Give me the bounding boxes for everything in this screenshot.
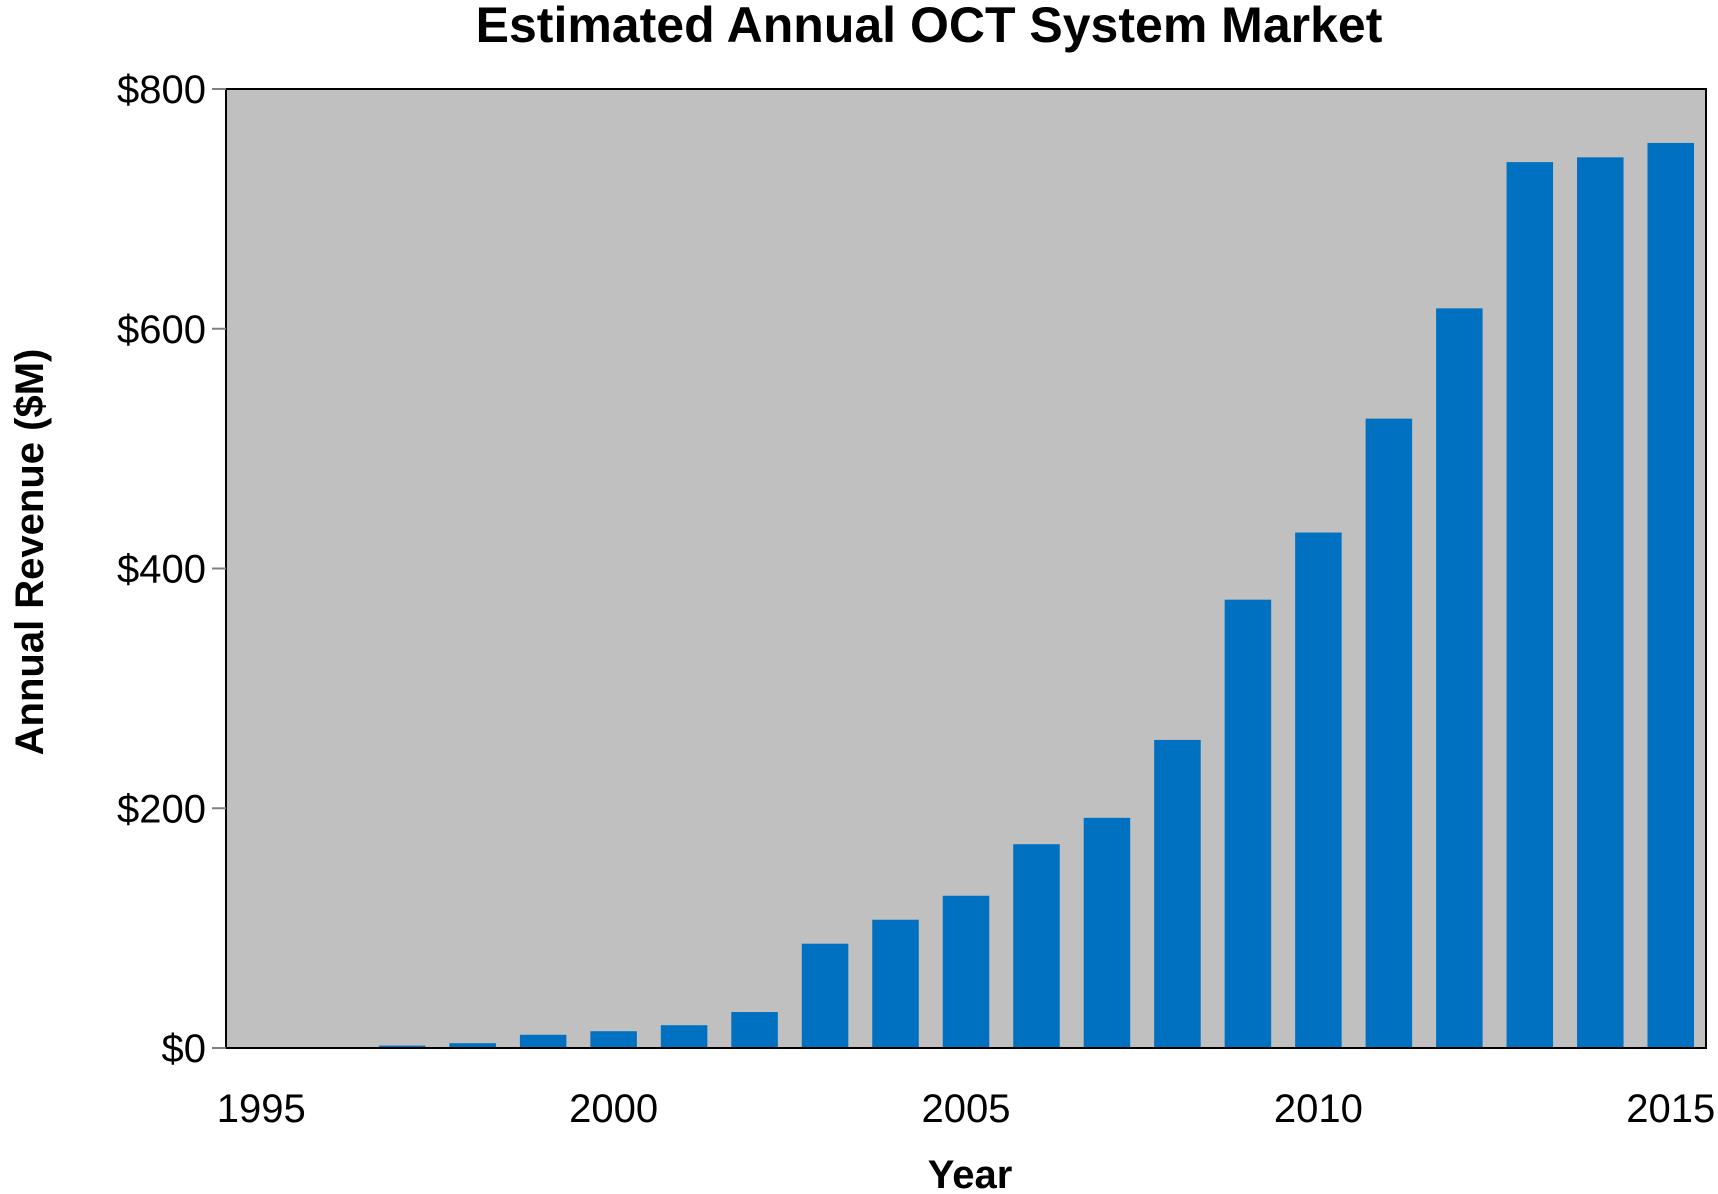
bars-group [378, 142, 1695, 1049]
bar-2005 [942, 895, 990, 1048]
bar-2001 [660, 1025, 708, 1048]
y-tick-label: $400 [117, 548, 206, 592]
bar-2011 [1365, 418, 1413, 1048]
y-tick-label: $0 [162, 1027, 207, 1071]
bar-2007 [1083, 817, 1131, 1048]
bar-2002 [731, 1012, 778, 1048]
x-tick-label: 2015 [1626, 1087, 1715, 1131]
x-ticks-group: 1995 2000 2005 2010 2015 [217, 1087, 1716, 1131]
bar-1998 [449, 1043, 496, 1048]
bar-2008 [1154, 739, 1201, 1048]
x-tick-label: 2005 [922, 1087, 1011, 1131]
y-tick-label: $200 [117, 787, 206, 831]
bar-2006 [1013, 844, 1060, 1048]
bar-2015 [1647, 142, 1695, 1049]
bar-2013 [1506, 162, 1554, 1048]
y-tick-label: $800 [117, 68, 206, 112]
bar-1999 [519, 1034, 567, 1048]
x-tick-label: 1995 [217, 1087, 306, 1131]
bar-2009 [1224, 599, 1272, 1048]
bar-2000 [590, 1031, 637, 1048]
bar-2012 [1436, 308, 1483, 1049]
bar-2004 [872, 919, 919, 1048]
bar-2014 [1577, 157, 1624, 1049]
bar-2003 [801, 943, 849, 1048]
chart-title: Estimated Annual OCT System Market [476, 0, 1383, 53]
x-tick-label: 2010 [1274, 1087, 1363, 1131]
y-axis-label: Annual Revenue ($M) [8, 349, 52, 756]
y-tick-label: $600 [117, 308, 206, 352]
bar-1997 [378, 1045, 426, 1048]
y-ticks-group: $0 $200 $400 $600 $800 [117, 68, 226, 1071]
bar-2010 [1295, 532, 1342, 1048]
x-tick-label: 2000 [569, 1087, 658, 1131]
x-axis-label: Year [928, 1153, 1013, 1194]
